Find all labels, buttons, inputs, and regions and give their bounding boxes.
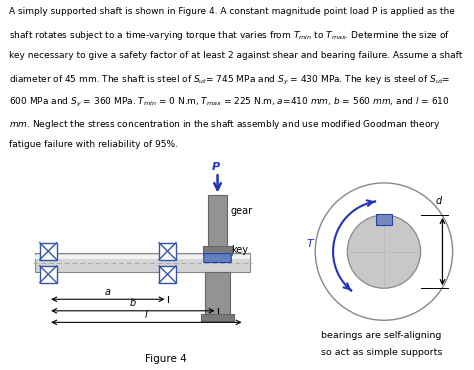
Text: d: d bbox=[435, 196, 441, 206]
Text: b: b bbox=[130, 299, 136, 309]
FancyBboxPatch shape bbox=[204, 254, 231, 262]
Bar bbox=[376, 214, 392, 225]
Bar bbox=[35, 253, 250, 272]
Text: $mm$. Neglect the stress concentration in the shaft assembly and use modified Go: $mm$. Neglect the stress concentration i… bbox=[9, 118, 441, 131]
Bar bbox=[203, 246, 232, 255]
Text: A simply supported shaft is shown in Figure 4. A constant magnitude point load P: A simply supported shaft is shown in Fig… bbox=[9, 7, 456, 16]
Text: fatigue failure with reliability of 95%.: fatigue failure with reliability of 95%. bbox=[9, 140, 179, 149]
Bar bbox=[35, 255, 250, 259]
Text: so act as simple supports: so act as simple supports bbox=[321, 348, 442, 357]
Text: T: T bbox=[307, 239, 313, 249]
Bar bbox=[201, 314, 234, 322]
Circle shape bbox=[347, 215, 420, 288]
Text: bearings are self-aligning: bearings are self-aligning bbox=[321, 331, 442, 340]
Text: Figure 4: Figure 4 bbox=[145, 354, 187, 364]
Bar bbox=[205, 272, 230, 314]
Text: 600 MPa and $S_y$ = 360 MPa. $T_{min}$ = 0 N.m, $T_{max}$ = 225 N.m, $a$=410 $mm: 600 MPa and $S_y$ = 360 MPa. $T_{min}$ =… bbox=[9, 96, 450, 109]
Text: diameter of 45 mm. The shaft is steel of $S_{ut}$= 745 MPa and $S_y$ = 430 MPa. : diameter of 45 mm. The shaft is steel of… bbox=[9, 74, 451, 87]
Text: shaft rotates subject to a time-varying torque that varies from $T_{min}$ to $T_: shaft rotates subject to a time-varying … bbox=[9, 29, 451, 42]
Bar bbox=[40, 266, 57, 283]
Text: l: l bbox=[145, 310, 148, 320]
Text: P: P bbox=[211, 162, 219, 172]
Bar bbox=[40, 243, 57, 260]
Bar bbox=[208, 195, 227, 253]
Bar bbox=[159, 243, 176, 260]
Text: a: a bbox=[105, 287, 111, 297]
Text: gear: gear bbox=[230, 206, 252, 216]
Circle shape bbox=[315, 183, 453, 320]
Text: key necessary to give a safety factor of at least 2 against shear and bearing fa: key necessary to give a safety factor of… bbox=[9, 51, 463, 60]
Text: key: key bbox=[231, 245, 248, 255]
Bar bbox=[159, 266, 176, 283]
